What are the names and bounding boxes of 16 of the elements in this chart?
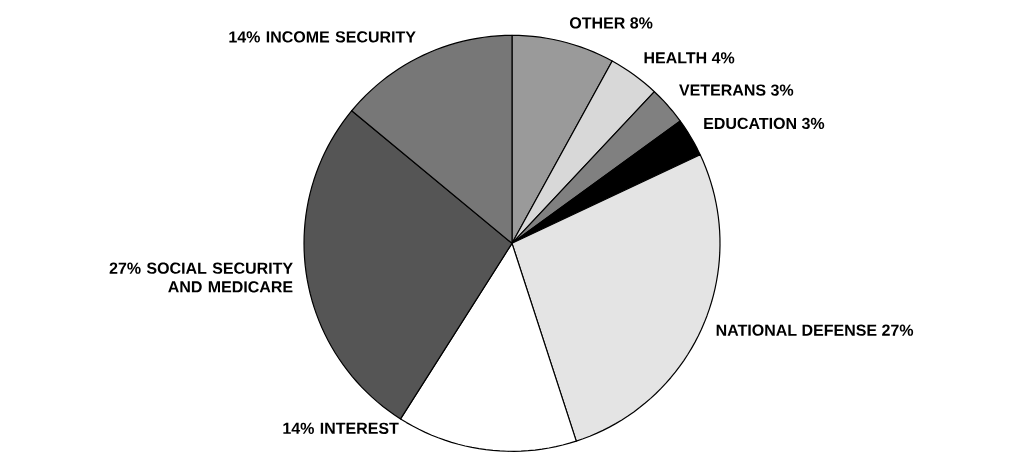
data-label: 27% xyxy=(882,324,914,336)
slice-label: NATIONAL DEFENSE xyxy=(716,324,877,336)
slice-label: OTHER xyxy=(569,17,625,29)
slice-label: SOCIAL SECURITY AND MEDICARE xyxy=(146,262,293,293)
data-label: 3% xyxy=(770,84,794,96)
data-label: 4% xyxy=(711,52,735,64)
data-label: 3% xyxy=(801,117,825,130)
slice-label: INTEREST xyxy=(320,422,399,434)
data-label: 14% xyxy=(229,31,260,43)
slice-label: HEALTH xyxy=(644,52,707,64)
slice-label: EDUCATION xyxy=(704,117,796,130)
data-label: 8% xyxy=(630,17,653,29)
slice-label: INCOME SECURITY xyxy=(266,31,416,43)
slice-label: VETERANS xyxy=(679,84,766,96)
data-label: 27% xyxy=(109,262,141,274)
data-label: 14% xyxy=(283,422,314,434)
